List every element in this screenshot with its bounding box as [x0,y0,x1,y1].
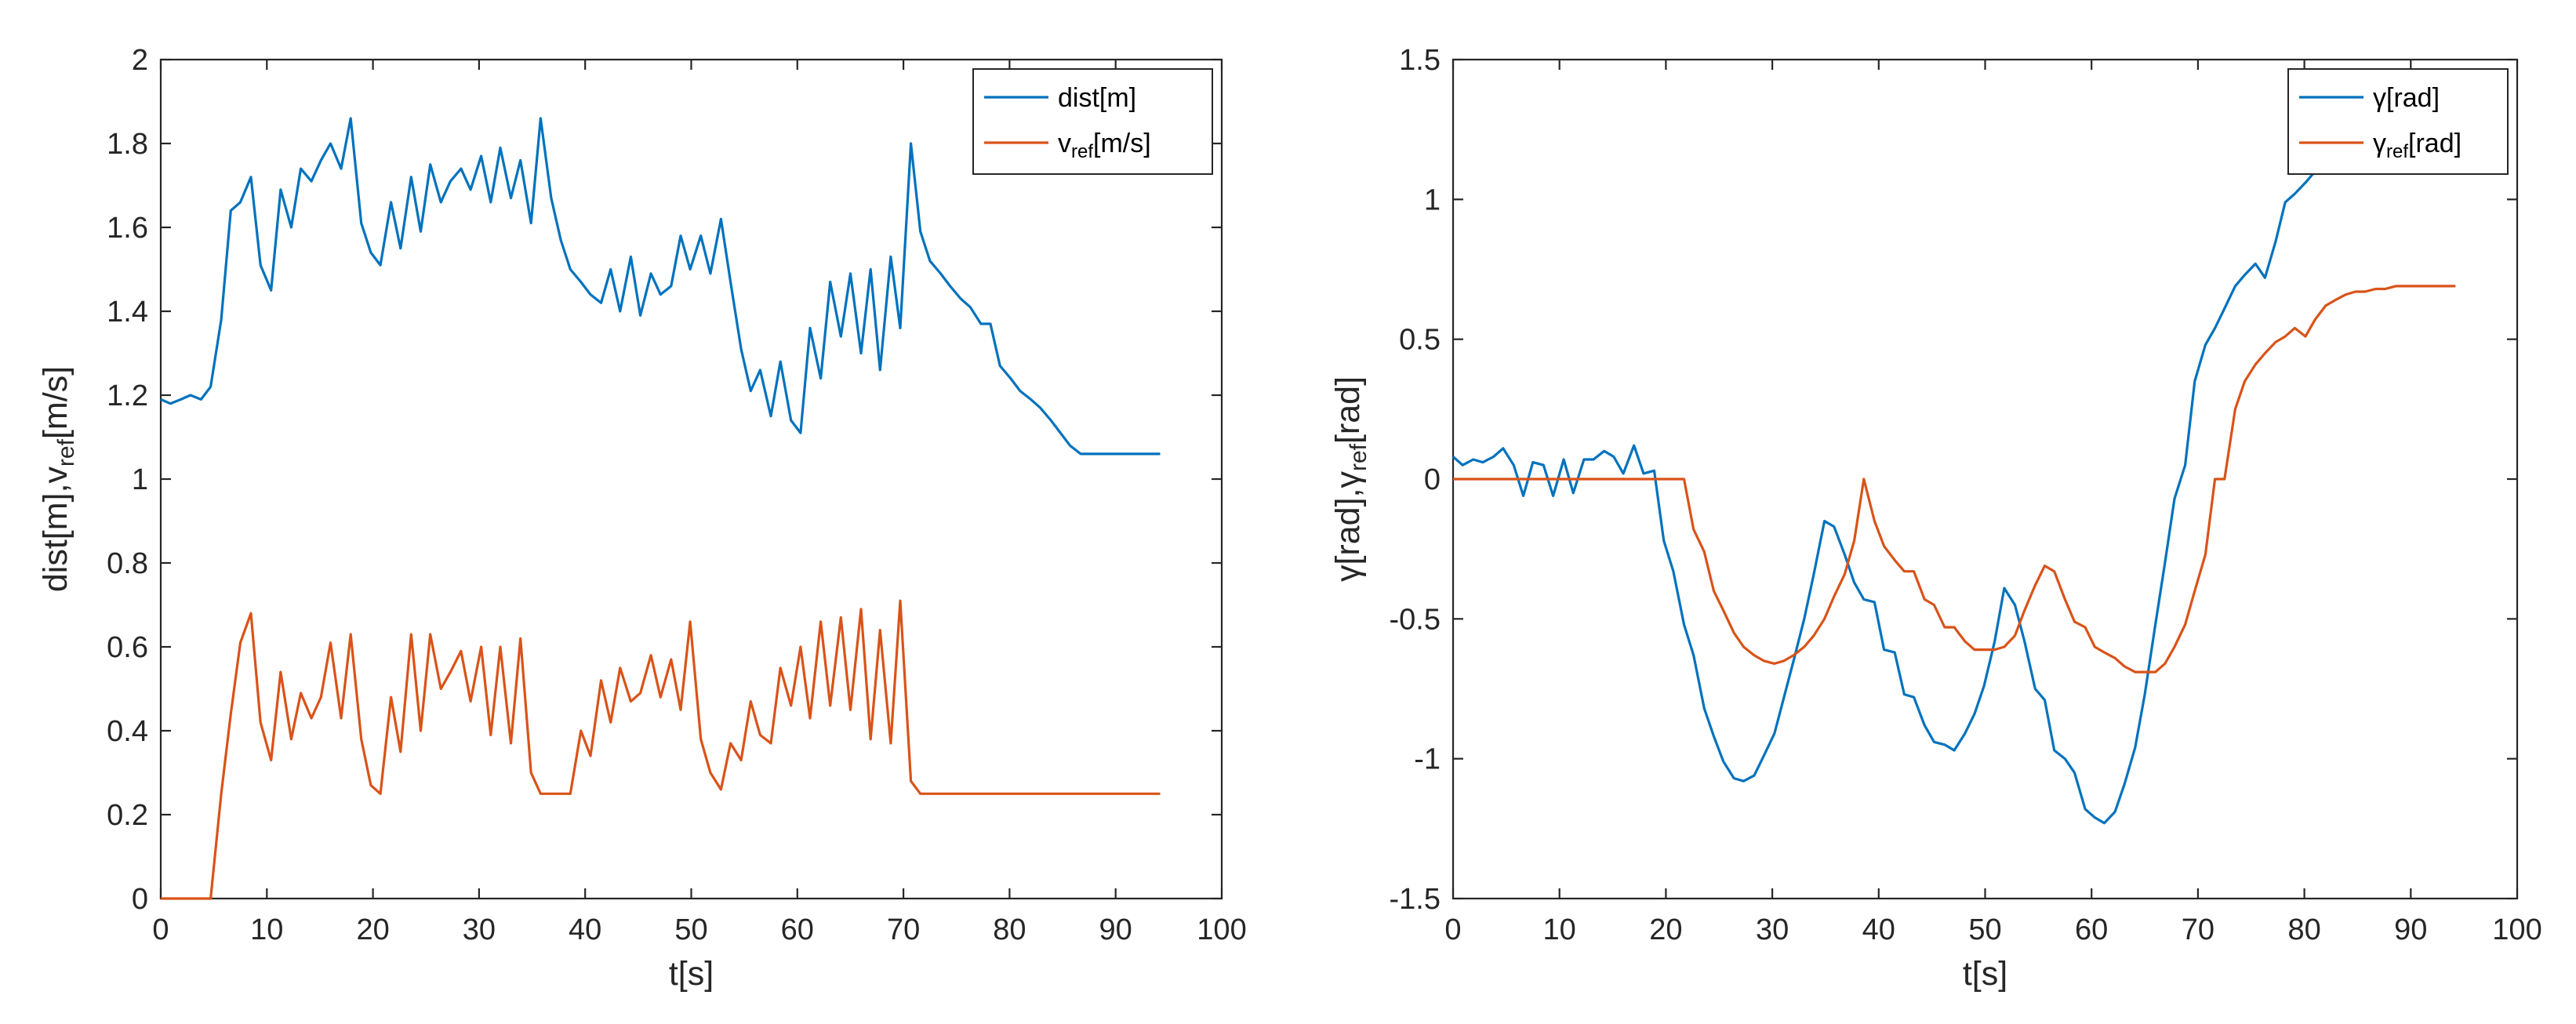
left-chart: 0 10 20 30 40 50 60 70 80 90 100 0 0.2 0.4 0.6 0.8 1 1.2 1… [37,44,1247,993]
left-chart-y-tick-label: 0.6 [107,631,148,664]
left-chart-x-tick-label: 40 [569,913,601,946]
left-chart-series-1-line [160,117,1161,456]
left-chart-y-axis-label: dist[m],vref[m/s] [37,366,79,592]
right-chart-y-axis-label-part: [rad] [1329,376,1367,444]
left-chart-legend-box [972,68,1213,175]
right-chart-x-tick-label: 80 [2287,913,2320,946]
right-chart-legend: γ[rad]γref[rad] [2287,68,2509,175]
right-chart-legend-label-2-part: γ [2373,129,2386,158]
right-chart-legend-label-1-part: γ[rad] [2373,83,2440,113]
right-chart-legend-label-1: γ[rad] [2373,83,2440,113]
right-chart-legend-label-2: γref[rad] [2373,129,2462,162]
right-chart-y-tick-label: 0 [1424,463,1441,496]
right-chart-y-axis-label-part: γ[rad],γ [1329,471,1367,582]
left-chart-x-tick-label: 10 [250,913,283,946]
right-chart-x-tick-label: 30 [1756,913,1789,946]
left-chart-x-tick-label: 20 [356,913,389,946]
right-chart-series-1-line [1451,92,2457,825]
right-chart: 0 10 20 30 40 50 60 70 80 90 100 -1.5 -1 -0.5 0 0.5 1 1.5… [1329,44,2542,993]
left-chart-y-tick-label: 1 [132,463,148,496]
right-chart-x-tick-label: 50 [1968,913,2001,946]
right-chart-series-2-line [1453,285,2456,674]
left-chart-legend-label-2-subscript: ref [1071,141,1093,162]
left-chart-y-tick-label: 0.2 [107,799,148,832]
left-chart-y-axis-label-part: [m/s] [37,366,74,439]
left-chart-x-axis-label: t[s] [669,955,714,993]
left-chart-legend-label-1-part: dist[m] [1058,83,1136,113]
right-chart-x-tick-label: 70 [2182,913,2214,946]
left-chart-y-tick-label: 1.2 [107,379,148,412]
right-chart-x-tick-label: 20 [1649,913,1682,946]
right-chart-x-tick-label: 60 [2075,913,2108,946]
left-chart-legend-label-2-part: v [1058,129,1071,158]
left-chart-legend-label-2: vref[m/s] [1058,129,1151,162]
right-chart-legend-label-2-part: [rad] [2408,129,2462,158]
right-chart-x-tick-label: 0 [1444,913,1461,946]
right-chart-x-tick-label: 10 [1543,913,1576,946]
right-chart-y-axis-label-subscript: ref [1346,443,1372,471]
left-chart-x-tick-label: 0 [152,913,169,946]
left-chart-x-tick-label: 80 [993,913,1026,946]
right-chart-y-tick-label: 1 [1424,183,1441,216]
left-chart-series-2-line [161,599,1161,900]
right-chart-x-axis-label: t[s] [1963,955,2007,993]
left-chart-y-tick-label: 1.6 [107,212,148,245]
left-chart-y-tick-label: 1.8 [107,128,148,161]
left-chart-y-axis-label-subscript: ref [53,438,79,467]
left-chart-x-tick-label: 100 [1197,913,1246,946]
left-chart-y-tick-label: 2 [132,44,148,77]
left-chart-legend: dist[m] vref[m/s] [972,68,1213,175]
right-chart-y-tick-label: -1.5 [1390,883,1441,916]
left-chart-y-tick-label: 0.4 [107,715,148,748]
left-chart-legend-label-2-part: [m/s] [1093,129,1151,158]
left-chart-plot-area [159,58,1223,900]
left-chart-y-axis-label-part: dist[m],v [37,467,74,593]
left-chart-x-tick-label: 60 [781,913,814,946]
right-chart-y-tick-label: -1 [1414,743,1441,776]
right-chart-y-tick-label: -0.5 [1390,603,1441,636]
right-chart-x-tick-label: 40 [1862,913,1895,946]
right-chart-x-tick-label: 100 [2492,913,2541,946]
right-chart-y-tick-label: 0.5 [1399,324,1441,357]
left-chart-legend-label-1: dist[m] [1058,83,1136,113]
right-chart-y-tick-label: 1.5 [1399,44,1441,77]
left-chart-x-tick-label: 70 [887,913,920,946]
left-chart-x-tick-label: 90 [1099,913,1132,946]
left-chart-x-tick-label: 30 [463,913,496,946]
left-chart-y-tick-label: 1.4 [107,296,148,329]
right-chart-y-axis-label: γ[rad],γref[rad] [1329,376,1372,582]
right-chart-legend-box [2287,68,2509,175]
right-chart-legend-label-2-subscript: ref [2386,141,2408,162]
right-chart-x-tick-label: 90 [2394,913,2427,946]
left-chart-y-tick-label: 0.8 [107,547,148,580]
left-chart-x-tick-label: 50 [674,913,707,946]
left-chart-y-tick-label: 0 [132,883,148,916]
